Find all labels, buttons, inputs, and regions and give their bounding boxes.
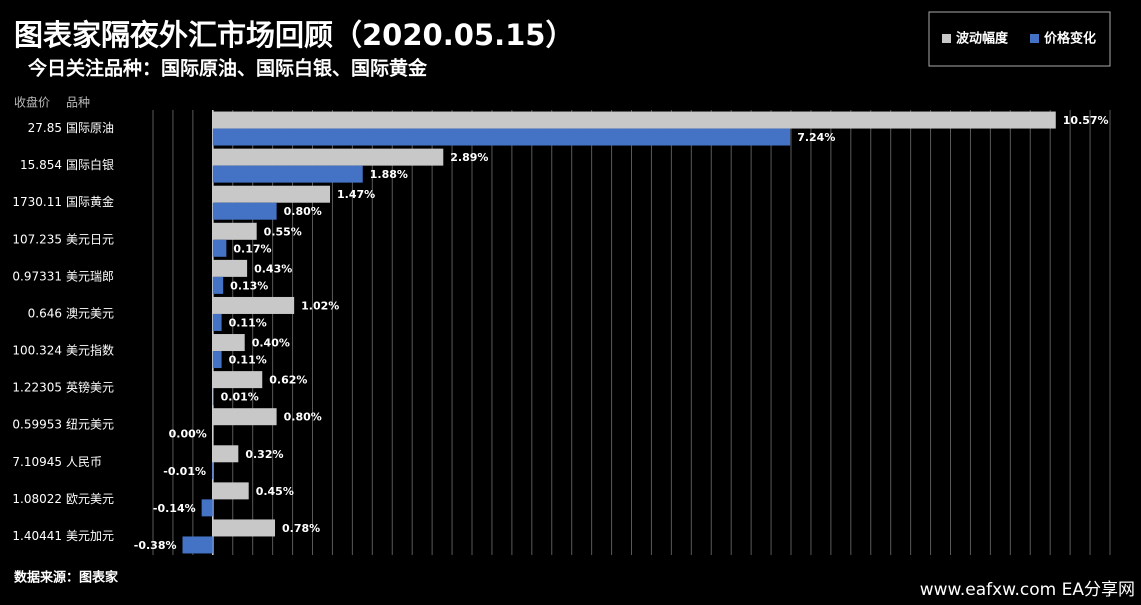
bar	[212, 445, 239, 463]
legend-swatch	[942, 34, 951, 43]
price-label: 0.97331	[12, 269, 62, 283]
value-label: 0.80%	[284, 411, 322, 424]
bar	[212, 259, 248, 277]
value-label: 0.11%	[229, 316, 267, 329]
category-label: 美元加元	[66, 529, 114, 543]
bar	[212, 388, 214, 406]
bar	[212, 222, 257, 240]
value-label: 0.01%	[221, 391, 259, 404]
bar	[212, 148, 444, 166]
price-label: 107.235	[12, 232, 62, 246]
bar	[182, 536, 213, 554]
value-label: 0.43%	[254, 262, 292, 275]
bar	[212, 296, 295, 314]
value-label: 1.47%	[337, 188, 375, 201]
bar	[212, 239, 227, 257]
price-label: 1.40441	[12, 529, 62, 543]
value-label: 0.17%	[233, 242, 271, 255]
value-label: 0.40%	[252, 337, 290, 350]
bar	[212, 111, 1056, 129]
legend-swatch	[1030, 34, 1039, 43]
price-label: 0.646	[28, 306, 62, 320]
price-label: 27.85	[28, 121, 62, 135]
category-label: 人民币	[66, 455, 102, 469]
bar	[212, 408, 277, 426]
category-label: 澳元美元	[66, 306, 114, 320]
value-label: 10.57%	[1063, 114, 1109, 127]
category-label: 英镑美元	[66, 380, 114, 395]
bar	[212, 128, 791, 146]
value-label: 0.55%	[264, 225, 302, 238]
value-label: 0.32%	[245, 448, 283, 461]
chart-subtitle: 今日关注品种：国际原油、国际白银、国际黄金	[27, 57, 428, 80]
value-label: 0.11%	[229, 354, 267, 367]
value-label: -0.01%	[163, 465, 206, 478]
price-label: 1.22305	[12, 381, 62, 395]
category-label: 国际原油	[66, 121, 114, 135]
category-label: 国际黄金	[66, 194, 114, 209]
price-label: 1730.11	[12, 195, 62, 209]
bar	[212, 313, 222, 331]
price-label: 1.08022	[12, 492, 62, 506]
category-label: 纽元美元	[66, 418, 114, 432]
bar	[212, 519, 276, 537]
price-label: 7.10945	[12, 455, 62, 469]
value-label: -0.14%	[153, 502, 196, 515]
price-label: 0.59953	[12, 418, 62, 432]
column-header: 收盘价	[14, 95, 50, 110]
value-label: 0.45%	[256, 485, 294, 498]
value-label: 0.00%	[169, 428, 207, 441]
bar	[212, 371, 263, 389]
legend-label: 波动幅度	[956, 31, 1009, 47]
bar	[212, 351, 222, 369]
category-label: 美元指数	[66, 343, 114, 358]
value-label: 1.88%	[370, 168, 408, 181]
bar	[212, 482, 249, 500]
bar	[212, 202, 277, 220]
watermark: www.eafxw.com EA分享网	[920, 580, 1135, 600]
category-label: 国际白银	[66, 157, 114, 172]
source-note: 数据来源：图表家	[14, 570, 119, 586]
bar	[212, 165, 363, 183]
value-label: 0.62%	[269, 374, 307, 387]
price-label: 15.854	[20, 158, 62, 172]
column-header: 品种	[66, 96, 90, 110]
bar	[201, 499, 213, 517]
bar	[212, 185, 331, 203]
value-label: 0.13%	[230, 279, 268, 292]
bar	[212, 276, 224, 294]
price-label: 100.324	[12, 344, 62, 358]
value-label: 2.89%	[450, 151, 488, 164]
value-label: 0.80%	[284, 205, 322, 218]
value-label: 7.24%	[797, 131, 835, 144]
bar	[212, 462, 213, 480]
category-label: 美元日元	[66, 232, 114, 246]
bar	[212, 334, 245, 352]
value-label: 0.78%	[282, 522, 320, 535]
value-label: 1.02%	[301, 299, 339, 312]
category-label: 美元瑞郎	[66, 269, 114, 283]
category-label: 欧元美元	[66, 492, 114, 506]
value-label: -0.38%	[134, 539, 177, 552]
chart-title: 图表家隔夜外汇市场回顾（2020.05.15）	[14, 18, 574, 52]
legend-box	[928, 11, 1111, 67]
legend-label: 价格变化	[1044, 31, 1096, 47]
